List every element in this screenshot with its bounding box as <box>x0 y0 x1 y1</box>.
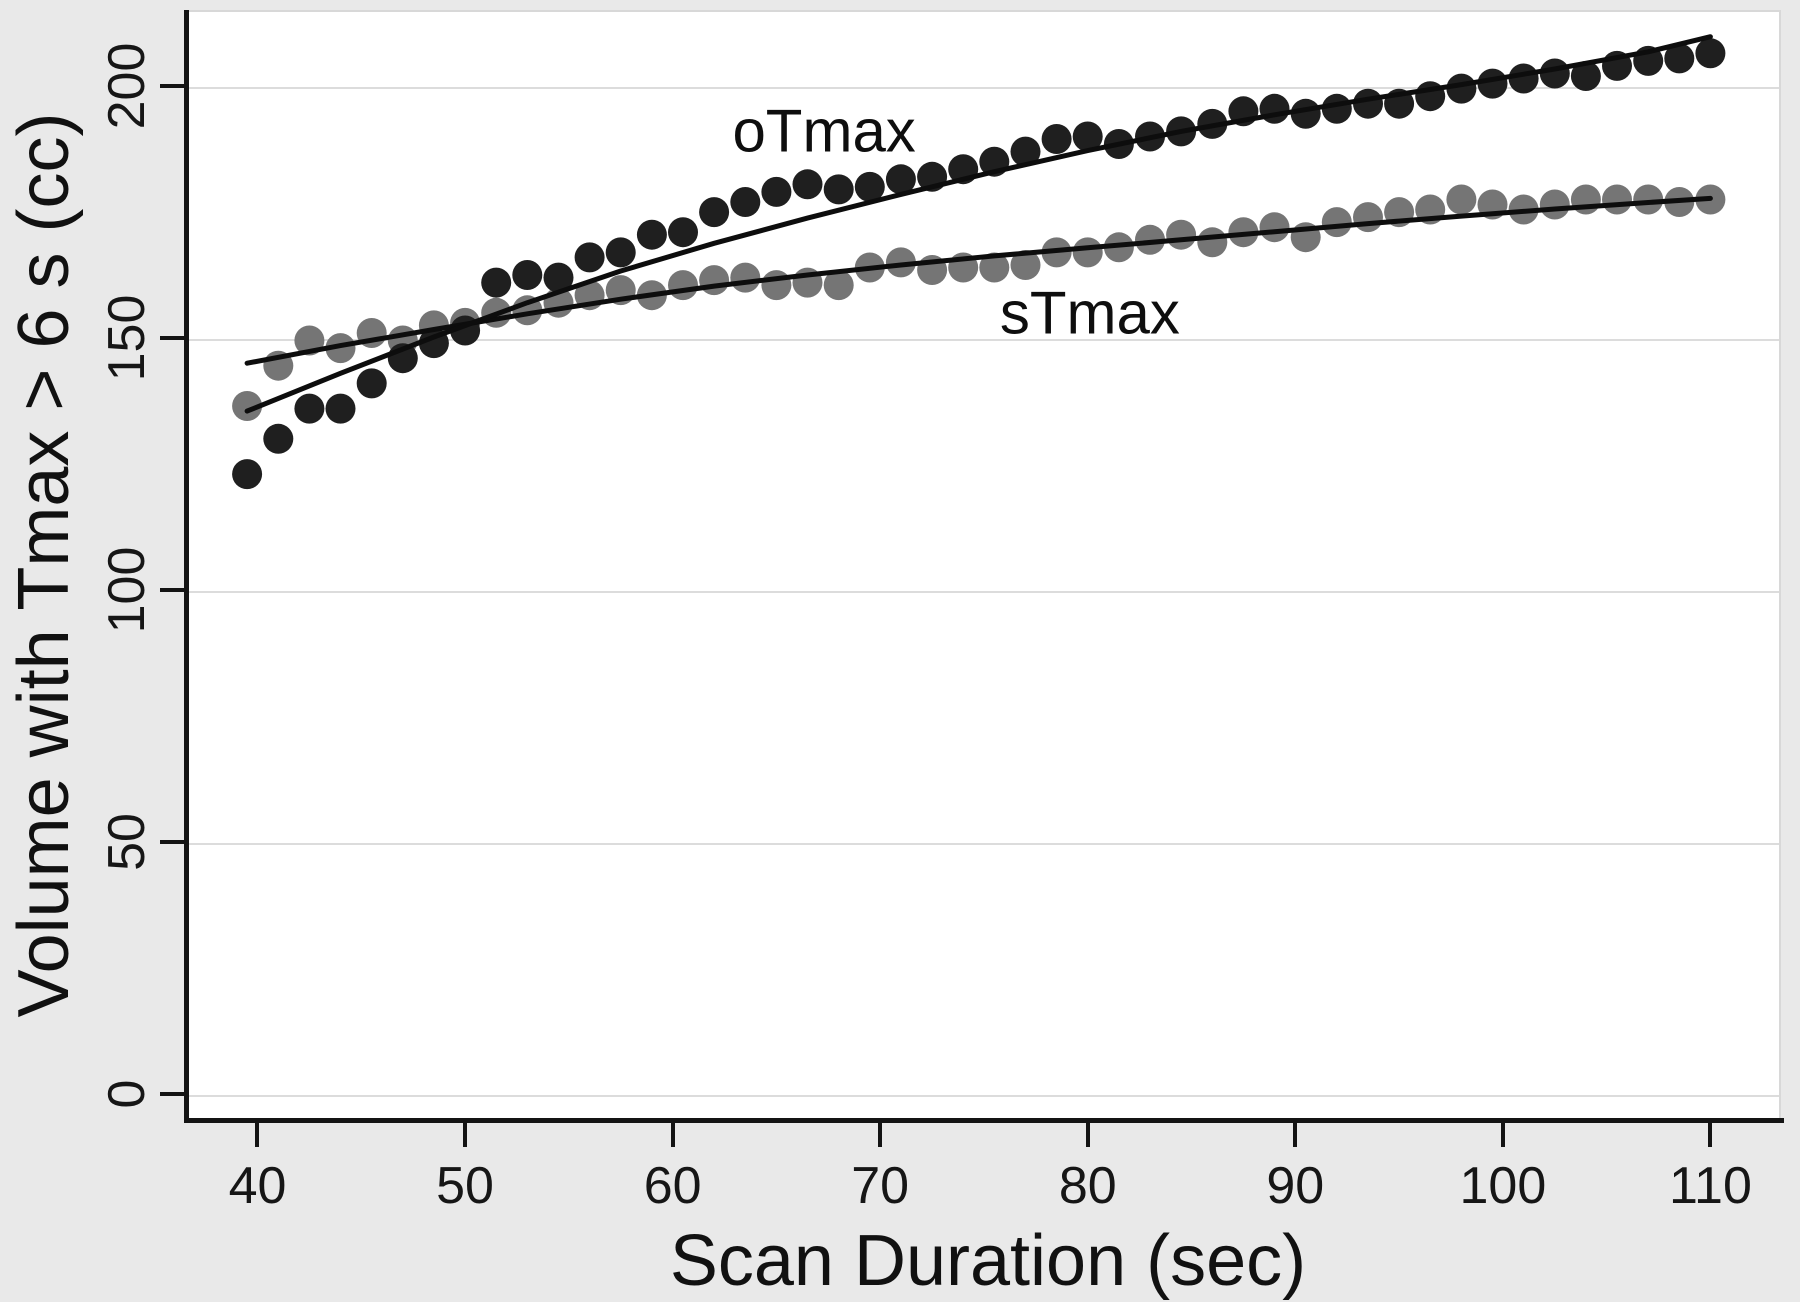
data-point-oTmax <box>512 260 543 290</box>
data-point-sTmax <box>1446 184 1477 215</box>
data-point-oTmax <box>543 262 574 293</box>
data-point-oTmax <box>605 237 636 268</box>
data-point-oTmax <box>356 368 387 399</box>
data-point-sTmax <box>1010 250 1041 280</box>
data-point-oTmax <box>761 176 792 207</box>
data-point-oTmax <box>1353 88 1383 119</box>
x-tick-80 <box>1085 1123 1090 1147</box>
series-label-oTmax: oTmax <box>732 97 916 165</box>
data-point-sTmax <box>668 270 698 301</box>
data-point-oTmax <box>574 242 605 273</box>
data-point-sTmax <box>1135 224 1165 255</box>
data-point-oTmax <box>232 459 263 490</box>
data-point-oTmax <box>1695 38 1726 69</box>
data-point-sTmax <box>1633 184 1664 215</box>
data-point-oTmax <box>823 174 854 205</box>
data-point-oTmax <box>481 267 512 298</box>
data-point-oTmax <box>294 393 325 424</box>
gridline-y-200 <box>189 87 1779 90</box>
y-tick-0 <box>160 1091 184 1096</box>
data-point-sTmax <box>1072 237 1103 268</box>
data-point-sTmax <box>730 262 761 293</box>
fit-line-oTmax <box>244 34 1713 414</box>
y-tick-200 <box>160 84 184 89</box>
gridline-y-150 <box>189 339 1779 342</box>
y-axis-line <box>184 10 189 1123</box>
data-point-oTmax <box>885 164 916 195</box>
y-axis-title: Volume with Tmax > 6 s (cc) <box>4 112 84 1018</box>
data-point-sTmax <box>761 270 792 301</box>
data-point-oTmax <box>1259 93 1290 124</box>
x-tick-50 <box>463 1123 468 1147</box>
data-point-oTmax <box>792 169 823 200</box>
data-point-oTmax <box>1041 124 1072 154</box>
data-point-sTmax <box>1166 219 1197 250</box>
x-tick-label-100: 100 <box>1459 1157 1547 1215</box>
y-tick-150 <box>160 336 184 341</box>
data-point-sTmax <box>699 265 730 296</box>
data-point-sTmax <box>823 270 854 301</box>
x-tick-70 <box>878 1123 883 1147</box>
data-point-oTmax <box>1664 43 1695 74</box>
data-point-sTmax <box>1321 207 1352 238</box>
data-point-oTmax <box>636 219 667 250</box>
data-point-oTmax <box>854 171 885 202</box>
data-point-oTmax <box>325 393 356 424</box>
gridline-y-0 <box>189 1094 1779 1097</box>
gridline-y-50 <box>189 842 1779 845</box>
plot-area <box>189 10 1781 1118</box>
data-point-oTmax <box>1570 61 1601 91</box>
x-axis-line <box>184 1118 1784 1123</box>
x-tick-label-110: 110 <box>1668 1157 1752 1215</box>
data-point-oTmax <box>668 217 698 248</box>
data-point-oTmax <box>699 197 730 228</box>
x-tick-110 <box>1708 1123 1713 1147</box>
x-axis-title: Scan Duration (sec) <box>669 1221 1307 1301</box>
fit-line-sTmax <box>244 195 1713 366</box>
gridline-y-100 <box>189 590 1779 593</box>
data-point-sTmax <box>1197 227 1228 258</box>
data-point-sTmax <box>1539 189 1570 220</box>
data-point-oTmax <box>1010 136 1041 167</box>
x-tick-label-80: 80 <box>1058 1157 1117 1215</box>
x-tick-100 <box>1500 1123 1505 1147</box>
data-point-sTmax <box>232 391 263 421</box>
x-tick-label-40: 40 <box>228 1157 287 1215</box>
x-tick-label-50: 50 <box>436 1157 494 1215</box>
data-point-oTmax <box>263 423 294 454</box>
x-tick-label-70: 70 <box>851 1157 910 1215</box>
x-tick-60 <box>670 1123 675 1147</box>
data-point-oTmax <box>730 187 761 217</box>
data-point-oTmax <box>1539 58 1570 89</box>
data-point-sTmax <box>885 247 916 278</box>
data-point-sTmax <box>1353 202 1383 233</box>
data-point-oTmax <box>1072 121 1103 152</box>
x-tick-label-90: 90 <box>1266 1157 1325 1215</box>
data-point-oTmax <box>1508 63 1539 94</box>
series-label-sTmax: sTmax <box>999 279 1180 347</box>
x-tick-40 <box>255 1123 260 1147</box>
data-point-sTmax <box>979 252 1010 283</box>
data-point-oTmax <box>1321 93 1352 124</box>
y-tick-50 <box>160 839 184 844</box>
y-tick-100 <box>160 587 184 592</box>
data-point-sTmax <box>1259 212 1290 243</box>
data-point-sTmax <box>1602 184 1632 215</box>
x-tick-label-60: 60 <box>643 1157 702 1215</box>
x-tick-90 <box>1293 1123 1298 1147</box>
